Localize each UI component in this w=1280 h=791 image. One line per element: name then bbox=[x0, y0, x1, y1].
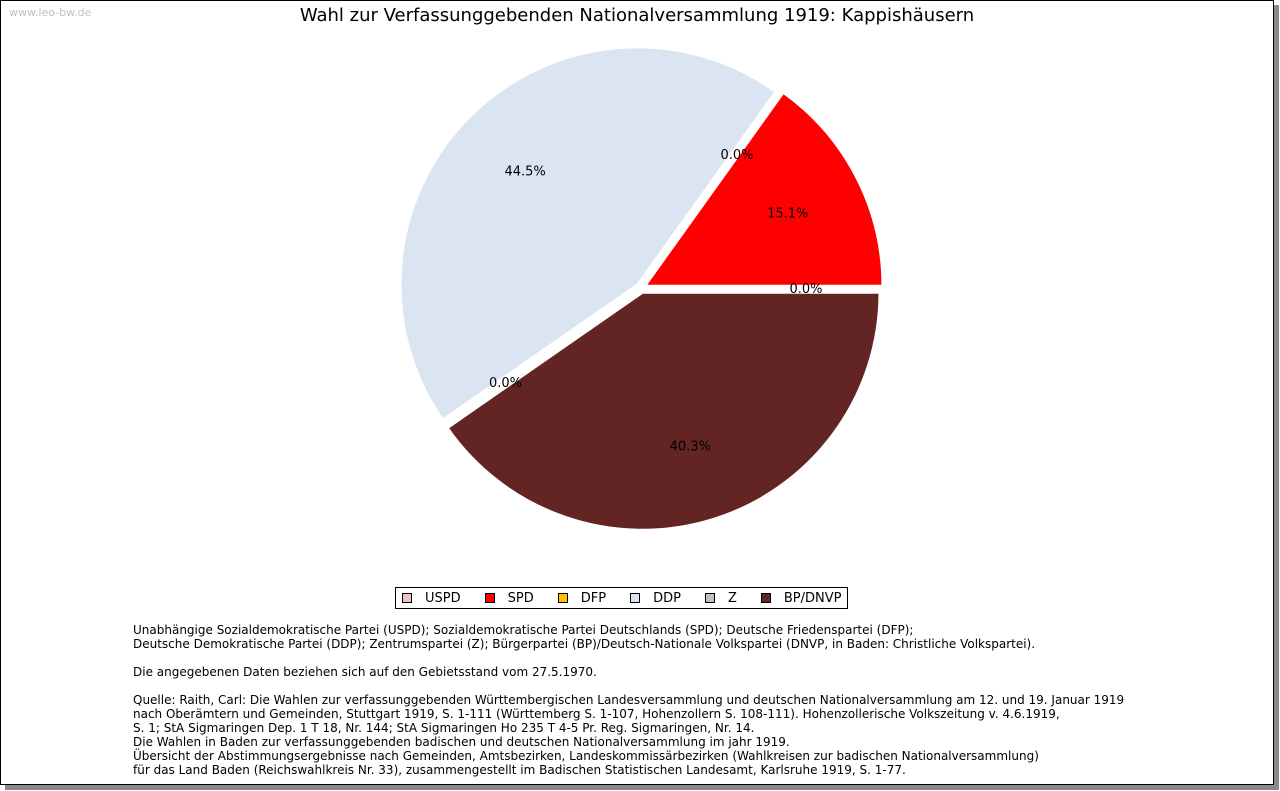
notes-parties-line-1: Unabhängige Sozialdemokratische Partei (… bbox=[133, 623, 914, 637]
pie-label-ddp: 44.5% bbox=[504, 165, 545, 180]
notes-source-line-1: Quelle: Raith, Carl: Die Wahlen zur verf… bbox=[133, 693, 1125, 707]
pie-chart: 0.0% 15.1% 0.0% 44.5% 0.0% 40.3% bbox=[399, 46, 884, 531]
legend-swatch-bp-dnvp bbox=[760, 593, 771, 603]
legend-item-uspd: USPD bbox=[402, 591, 461, 606]
notes-parties-line-2: Deutsche Demokratische Partei (DDP); Zen… bbox=[133, 637, 1036, 651]
legend-swatch-spd bbox=[484, 593, 495, 603]
legend-item-dfp: DFP bbox=[557, 590, 607, 606]
legend: USPD SPD DFP DDP Z BP/DNVP bbox=[395, 587, 849, 609]
legend-label-dfp: DFP bbox=[580, 590, 607, 606]
legend-swatch-dfp bbox=[557, 593, 568, 603]
notes-source-line-2: nach Oberämtern und Gemeinden, Stuttgart… bbox=[133, 707, 1060, 721]
pie-label-dfp: 0.0% bbox=[721, 148, 754, 163]
pie-label-bp-dnvp: 40.3% bbox=[670, 439, 711, 454]
legend-label-uspd: USPD bbox=[425, 590, 461, 606]
pie-label-z: 0.0% bbox=[489, 376, 522, 391]
chart-title: Wahl zur Verfassunggebenden Nationalvers… bbox=[299, 5, 975, 26]
legend-label-bp-dnvp: BP/DNVP bbox=[783, 590, 842, 606]
notes-source-line-5: Übersicht der Abstimmungsergebnisse nach… bbox=[133, 749, 1039, 763]
legend-label-ddp: DDP bbox=[653, 590, 681, 606]
pie-slice-spd bbox=[643, 91, 884, 287]
legend-label-spd: SPD bbox=[507, 590, 534, 606]
pie-slice-bp-dnvp bbox=[446, 291, 881, 531]
legend-swatch-ddp bbox=[630, 593, 641, 603]
notes-territory: Die angegebenen Daten beziehen sich auf … bbox=[133, 665, 597, 679]
pie-label-spd: 15.1% bbox=[767, 207, 808, 222]
notes-source-line-6: für das Land Baden (Reichswahlkreis Nr. … bbox=[133, 763, 906, 777]
legend-swatch-z bbox=[704, 593, 715, 603]
pie-label-uspd: 0.0% bbox=[789, 282, 822, 297]
pie-slices bbox=[399, 46, 884, 531]
legend-item-bp-dnvp: BP/DNVP bbox=[760, 590, 842, 606]
legend-swatch-uspd bbox=[402, 593, 412, 603]
watermark: www.leo-bw.de bbox=[9, 6, 92, 19]
legend-item-spd: SPD bbox=[484, 590, 534, 606]
chart-notes: Unabhängige Sozialdemokratische Partei (… bbox=[133, 623, 1253, 777]
pie-labels: 0.0% 15.1% 0.0% 44.5% 0.0% 40.3% bbox=[489, 148, 823, 455]
notes-source-line-3: S. 1; StA Sigmaringen Dep. 1 T 18, Nr. 1… bbox=[133, 721, 755, 735]
legend-item-z: Z bbox=[704, 590, 737, 606]
notes-source-line-4: Die Wahlen in Baden zur verfassunggebend… bbox=[133, 735, 790, 749]
legend-label-z: Z bbox=[727, 590, 737, 606]
pie-slice-ddp bbox=[399, 46, 777, 422]
legend-item-ddp: DDP bbox=[630, 591, 681, 606]
